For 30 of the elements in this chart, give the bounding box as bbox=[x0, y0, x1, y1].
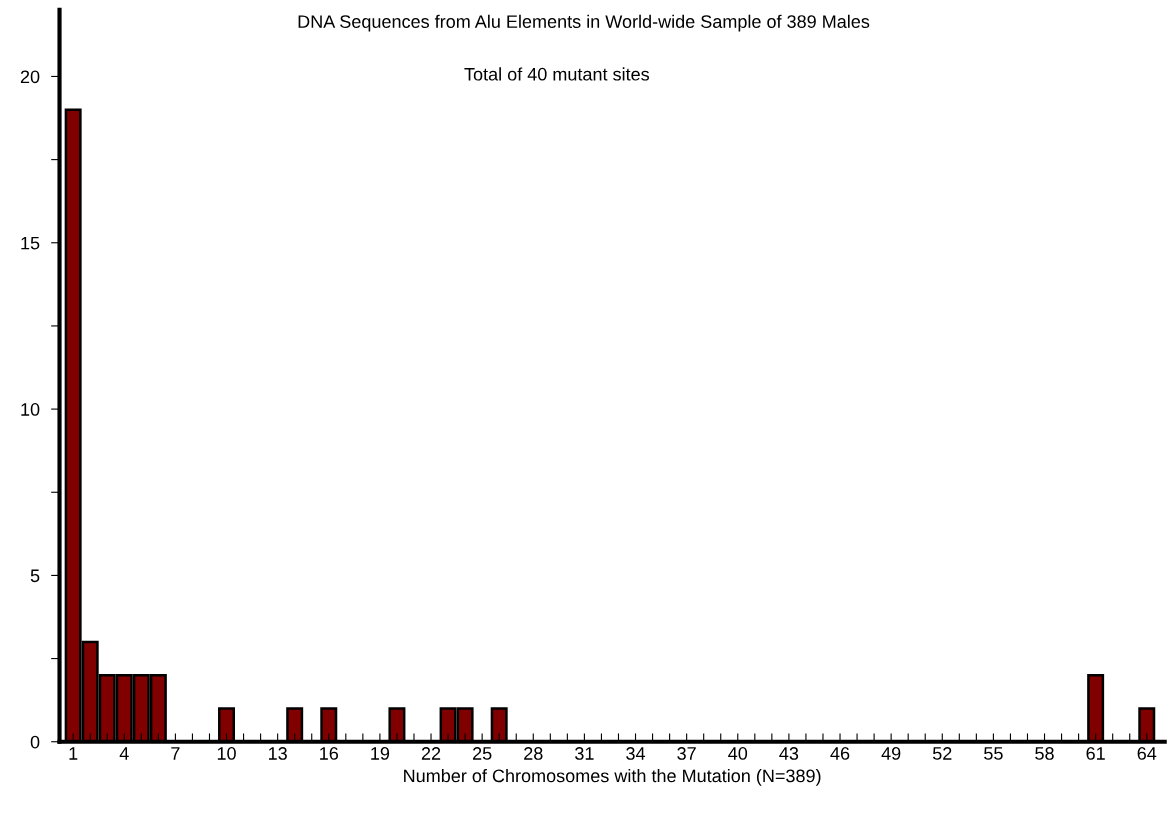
y-tick-label: 0 bbox=[30, 735, 40, 749]
x-tick-label: 16 bbox=[320, 747, 339, 760]
y-tick-label: 10 bbox=[21, 403, 40, 416]
x-tick-label: 55 bbox=[984, 747, 1003, 760]
x-tick-label: 25 bbox=[473, 747, 492, 760]
x-tick-label: 61 bbox=[1086, 747, 1105, 760]
x-tick-label: 7 bbox=[171, 747, 180, 760]
x-tick-label: 13 bbox=[268, 747, 287, 760]
x-tick-label: 46 bbox=[830, 747, 850, 760]
chart-title: DNA Sequences from Alu Elements in World-wide Sample of 389 Males bbox=[298, 14, 870, 32]
x-tick-label: 1 bbox=[69, 747, 78, 760]
x-tick-label: 31 bbox=[575, 747, 594, 760]
x-tick-label: 22 bbox=[421, 747, 441, 760]
y-tick-label: 20 bbox=[20, 70, 40, 84]
x-tick-label: 58 bbox=[1035, 747, 1054, 760]
y-tick-label: 15 bbox=[21, 236, 40, 250]
x-tick-label: 4 bbox=[119, 747, 129, 760]
x-axis-title: Number of Chromosomes with the Mutation (N=389) bbox=[404, 769, 821, 786]
y-tick-label: 5 bbox=[30, 569, 40, 583]
x-tick-label: 40 bbox=[728, 747, 748, 760]
x-tick-label: 19 bbox=[371, 747, 390, 760]
x-tick-label: 64 bbox=[1137, 747, 1157, 760]
x-tick-label: 28 bbox=[524, 747, 543, 760]
annotation: Total of 40 mutant sites bbox=[464, 67, 650, 81]
x-tick-label: 49 bbox=[881, 747, 901, 760]
x-tick-label: 37 bbox=[677, 747, 696, 760]
x-tick-label: 34 bbox=[626, 747, 646, 760]
x-tick-label: 52 bbox=[932, 747, 952, 760]
x-tick-label: 10 bbox=[217, 747, 236, 760]
x-tick-label: 43 bbox=[779, 747, 799, 760]
